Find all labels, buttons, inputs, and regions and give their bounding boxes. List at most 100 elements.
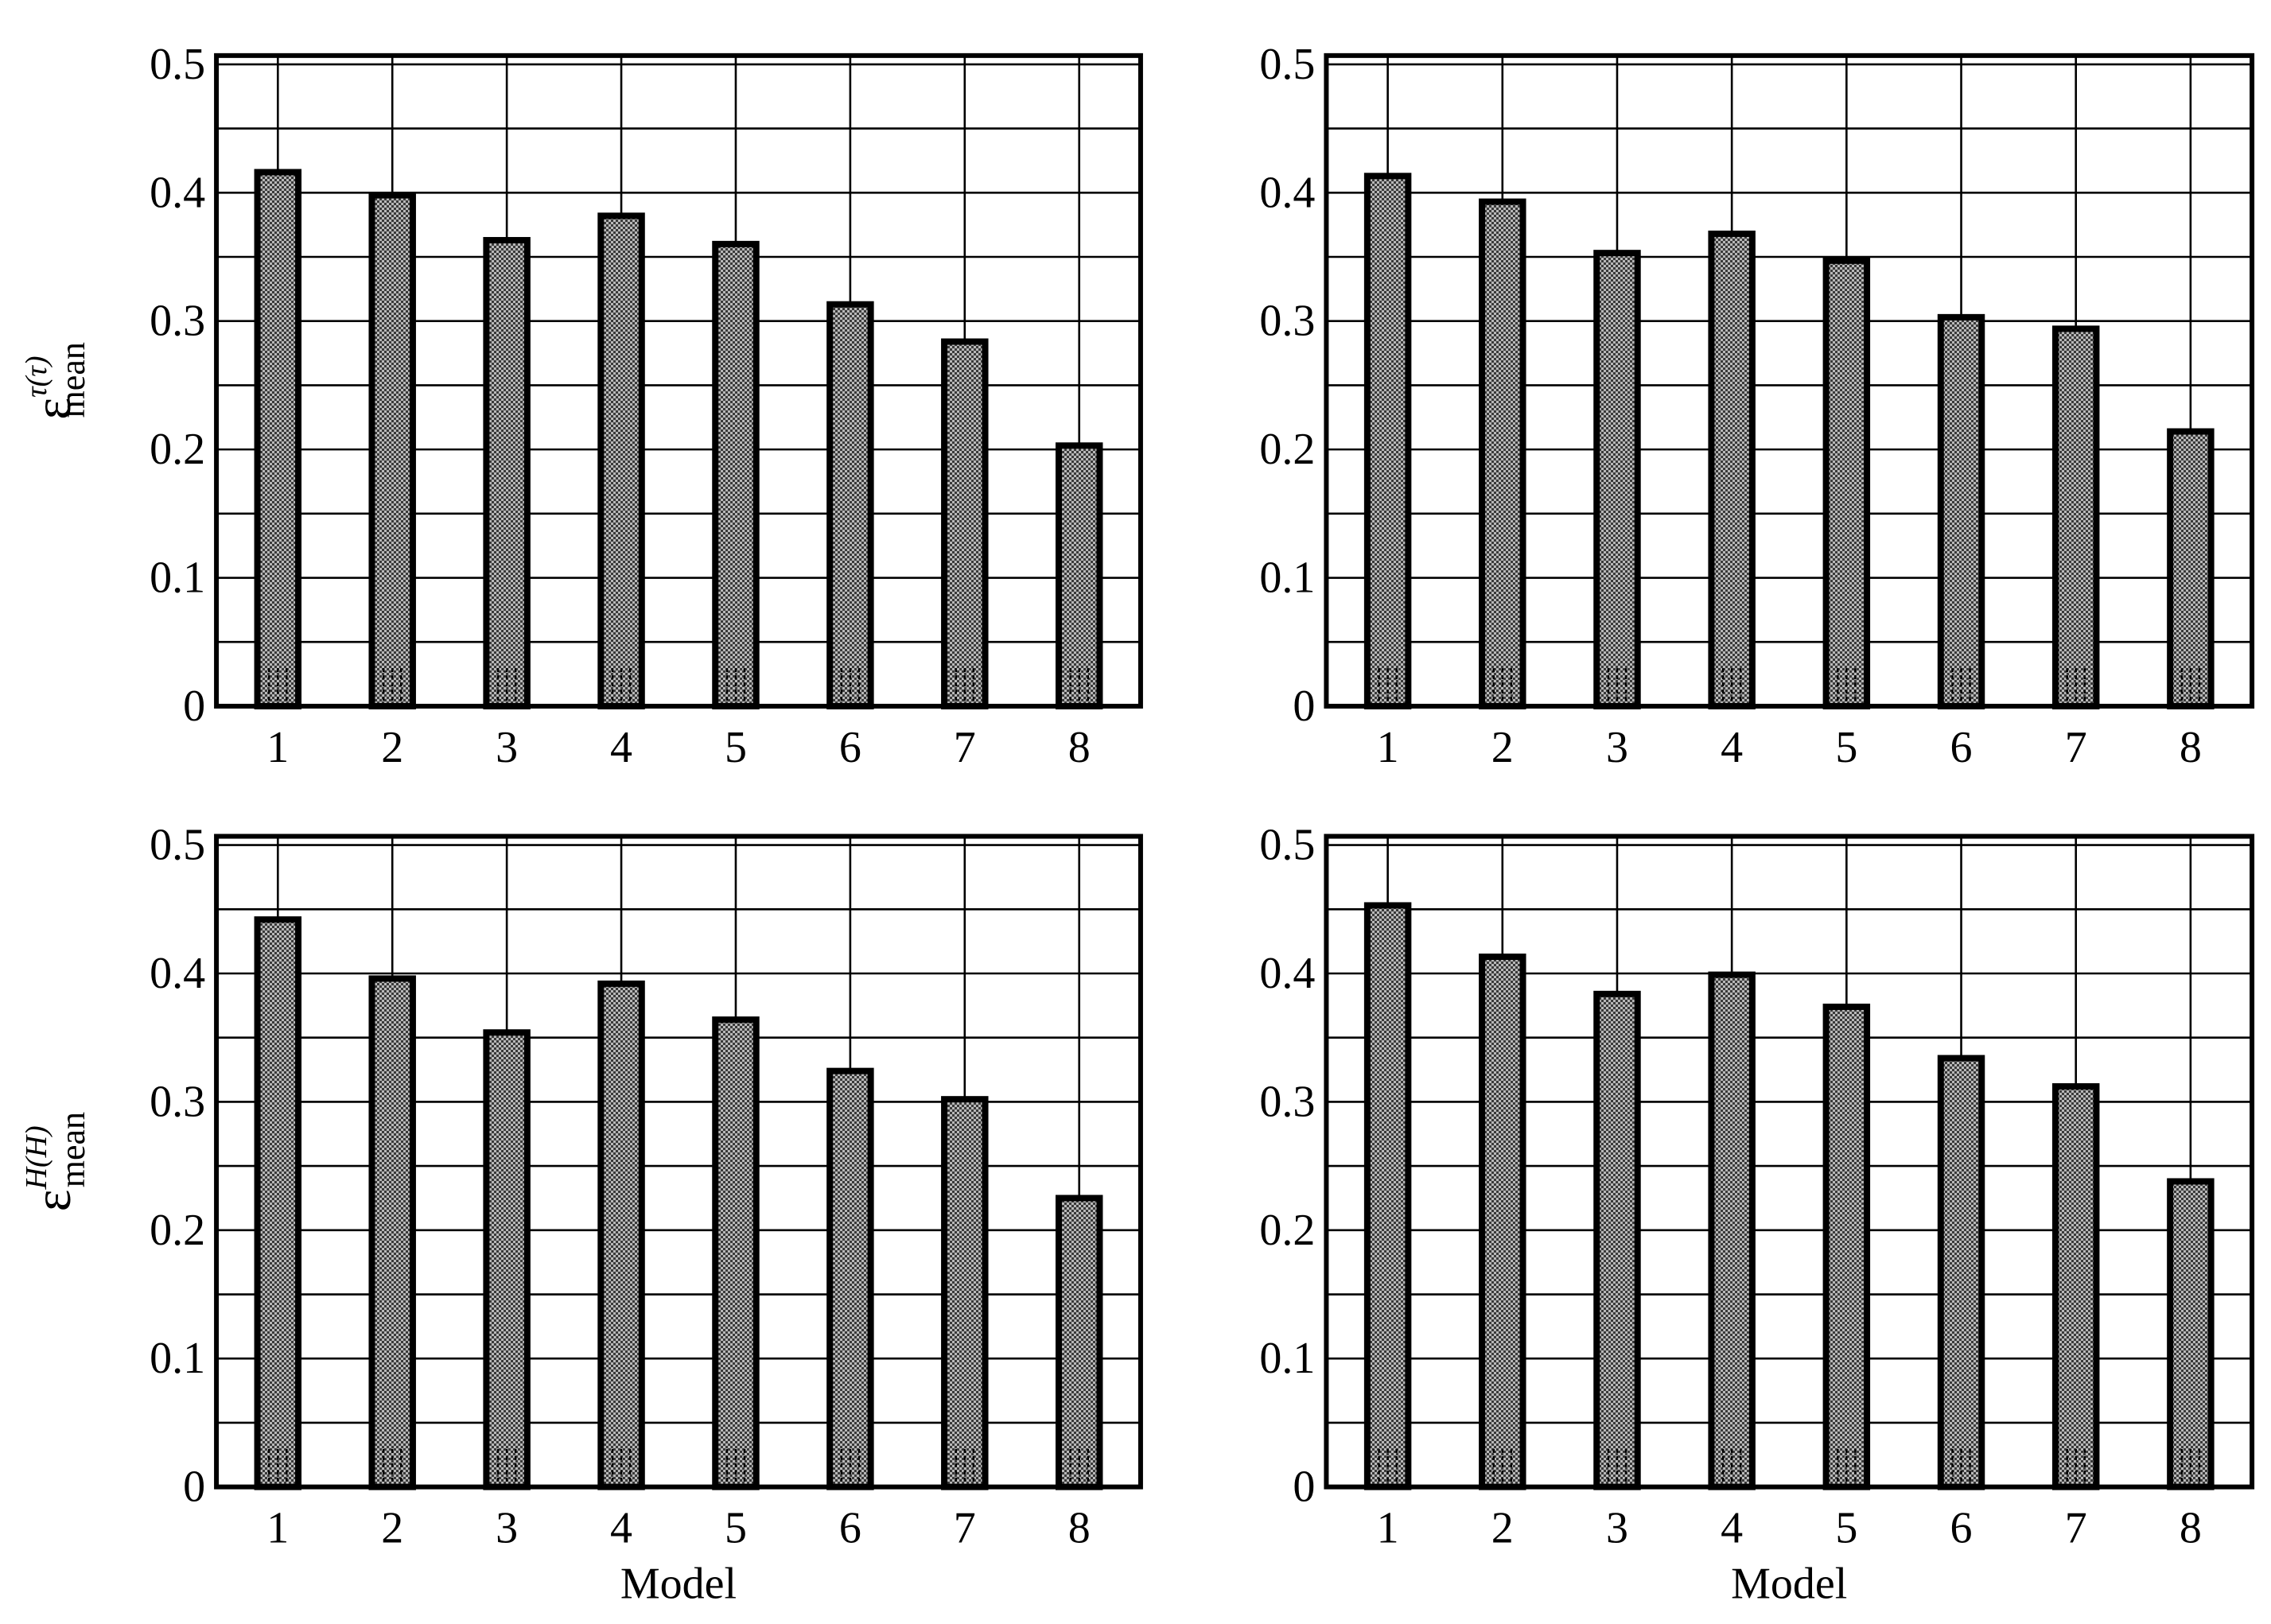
x-tick-label: 7 (2065, 1504, 2087, 1553)
x-tick-label: 3 (496, 723, 518, 772)
chart-panel-1: 0 0.1 0.2 0.3 0.4 0.5 1 2 3 4 5 6 7 8 ετ(τ)mean (20, 40, 1143, 772)
bar-model-6 (1937, 313, 1985, 709)
bar-model-8 (1055, 442, 1103, 709)
y-tick-label: 0 (183, 682, 205, 731)
bar-model-2 (368, 975, 416, 1490)
x-tick-label: 2 (381, 723, 403, 772)
x-tick-label: 4 (1721, 723, 1743, 772)
y-tick-label: 0.2 (1259, 1206, 1315, 1255)
chart-panel-2: 0 0.1 0.2 0.3 0.4 0.5 1 2 3 4 5 6 7 8 (1259, 40, 2255, 772)
x-tick-label: 1 (266, 723, 289, 772)
y-tick-label: 0.4 (1259, 949, 1315, 998)
x-tick-label: 6 (1950, 1504, 1973, 1553)
bar-model-5 (712, 240, 760, 709)
bar-model-3 (483, 237, 531, 709)
x-tick-label: 8 (1068, 723, 1091, 772)
y-tick-label: 0.4 (150, 168, 205, 217)
x-tick-label: 1 (1377, 1504, 1399, 1553)
x-tick-label: 1 (1377, 723, 1399, 772)
y-tick-label: 0.2 (1259, 425, 1315, 474)
y-axis-title: εH(H)mean (20, 1112, 92, 1211)
bar-model-5 (1822, 1003, 1871, 1490)
y-tick-label: 0.4 (1259, 168, 1315, 217)
y-tick-label: 0.3 (1259, 297, 1315, 346)
bar-model-6 (826, 1067, 874, 1490)
x-tick-label: 7 (954, 723, 976, 772)
y-tick-label: 0.1 (150, 1334, 205, 1383)
y-axis-title: ετ(τ)mean (20, 342, 92, 420)
bar-model-6 (1937, 1055, 1985, 1490)
bar-model-8 (1055, 1195, 1103, 1490)
bar-model-7 (2051, 1083, 2100, 1490)
x-tick-label: 3 (1606, 1504, 1628, 1553)
y-tick-label: 0.5 (150, 40, 205, 89)
bar-model-6 (826, 301, 874, 709)
x-tick-label: 2 (1491, 1504, 1514, 1553)
bar-model-5 (1822, 257, 1871, 709)
y-tick-label: 0.1 (150, 554, 205, 603)
bar-model-7 (2051, 325, 2100, 709)
bar-model-5 (712, 1016, 760, 1490)
y-tick-label: 0.4 (150, 949, 205, 998)
y-tick-label: 0 (1293, 682, 1315, 731)
bar-model-4 (597, 980, 645, 1490)
plot-frame (214, 833, 1143, 1490)
x-tick-label: 5 (725, 1504, 747, 1553)
bar-model-3 (1593, 990, 1641, 1490)
x-tick-label: 8 (1068, 1504, 1091, 1553)
y-tick-label: 0.2 (150, 1206, 205, 1255)
bar-model-1 (1363, 902, 1412, 1490)
svg-text:εH(H)mean: εH(H)mean (20, 1112, 92, 1211)
bar-model-7 (941, 338, 989, 709)
chart-panel-4: 0 0.1 0.2 0.3 0.4 0.5 1 2 3 4 5 6 7 8 Model (1259, 821, 2255, 1609)
y-tick-label: 0.3 (150, 297, 205, 346)
x-tick-label: 3 (496, 1504, 518, 1553)
x-tick-label: 4 (610, 1504, 632, 1553)
bar-model-1 (254, 916, 302, 1490)
x-tick-label: 4 (1721, 1504, 1743, 1553)
x-tick-label: 5 (1835, 723, 1857, 772)
x-tick-label: 2 (1491, 723, 1514, 772)
bar-model-1 (1363, 173, 1412, 709)
chart-panel-3: 0 0.1 0.2 0.3 0.4 0.5 1 2 3 4 5 6 7 8 Model εH(H)mean (20, 821, 1143, 1609)
y-tick-label: 0.3 (1259, 1077, 1315, 1126)
bar-model-8 (2167, 1178, 2215, 1490)
x-tick-label: 6 (1950, 723, 1973, 772)
x-tick-label: 2 (381, 1504, 403, 1553)
x-tick-label: 5 (1835, 1504, 1857, 1553)
x-tick-label: 7 (954, 1504, 976, 1553)
x-tick-label: 8 (2180, 723, 2202, 772)
bar-model-2 (368, 192, 416, 709)
plot-frame (1324, 52, 2255, 709)
bar-model-8 (2167, 428, 2215, 709)
y-tick-label: 0.1 (1259, 554, 1315, 603)
x-tick-label: 6 (839, 1504, 861, 1553)
x-tick-label: 4 (610, 723, 632, 772)
x-tick-label: 8 (2180, 1504, 2202, 1553)
plot-frame (214, 52, 1143, 709)
y-tick-label: 0.2 (150, 425, 205, 474)
y-tick-label: 0 (183, 1463, 205, 1512)
bar-model-4 (1708, 230, 1756, 709)
x-tick-label: 1 (266, 1504, 289, 1553)
y-tick-label: 0.1 (1259, 1334, 1315, 1383)
bar-model-3 (483, 1029, 531, 1490)
x-axis-title: Model (620, 1560, 737, 1609)
bar-model-4 (597, 212, 645, 709)
plot-frame (1324, 833, 2255, 1490)
bar-model-4 (1708, 971, 1756, 1490)
y-tick-label: 0.5 (1259, 40, 1315, 89)
bar-model-2 (1479, 198, 1526, 709)
svg-text:ετ(τ)mean: ετ(τ)mean (20, 342, 92, 420)
y-tick-label: 0.3 (150, 1077, 205, 1126)
bar-model-1 (254, 169, 302, 709)
x-tick-label: 5 (725, 723, 747, 772)
y-tick-label: 0.5 (1259, 821, 1315, 870)
y-tick-label: 0 (1293, 1463, 1315, 1512)
x-tick-label: 3 (1606, 723, 1628, 772)
bar-model-3 (1593, 250, 1641, 709)
x-tick-label: 6 (839, 723, 861, 772)
bar-model-2 (1479, 954, 1526, 1490)
x-axis-title: Model (1731, 1560, 1847, 1609)
